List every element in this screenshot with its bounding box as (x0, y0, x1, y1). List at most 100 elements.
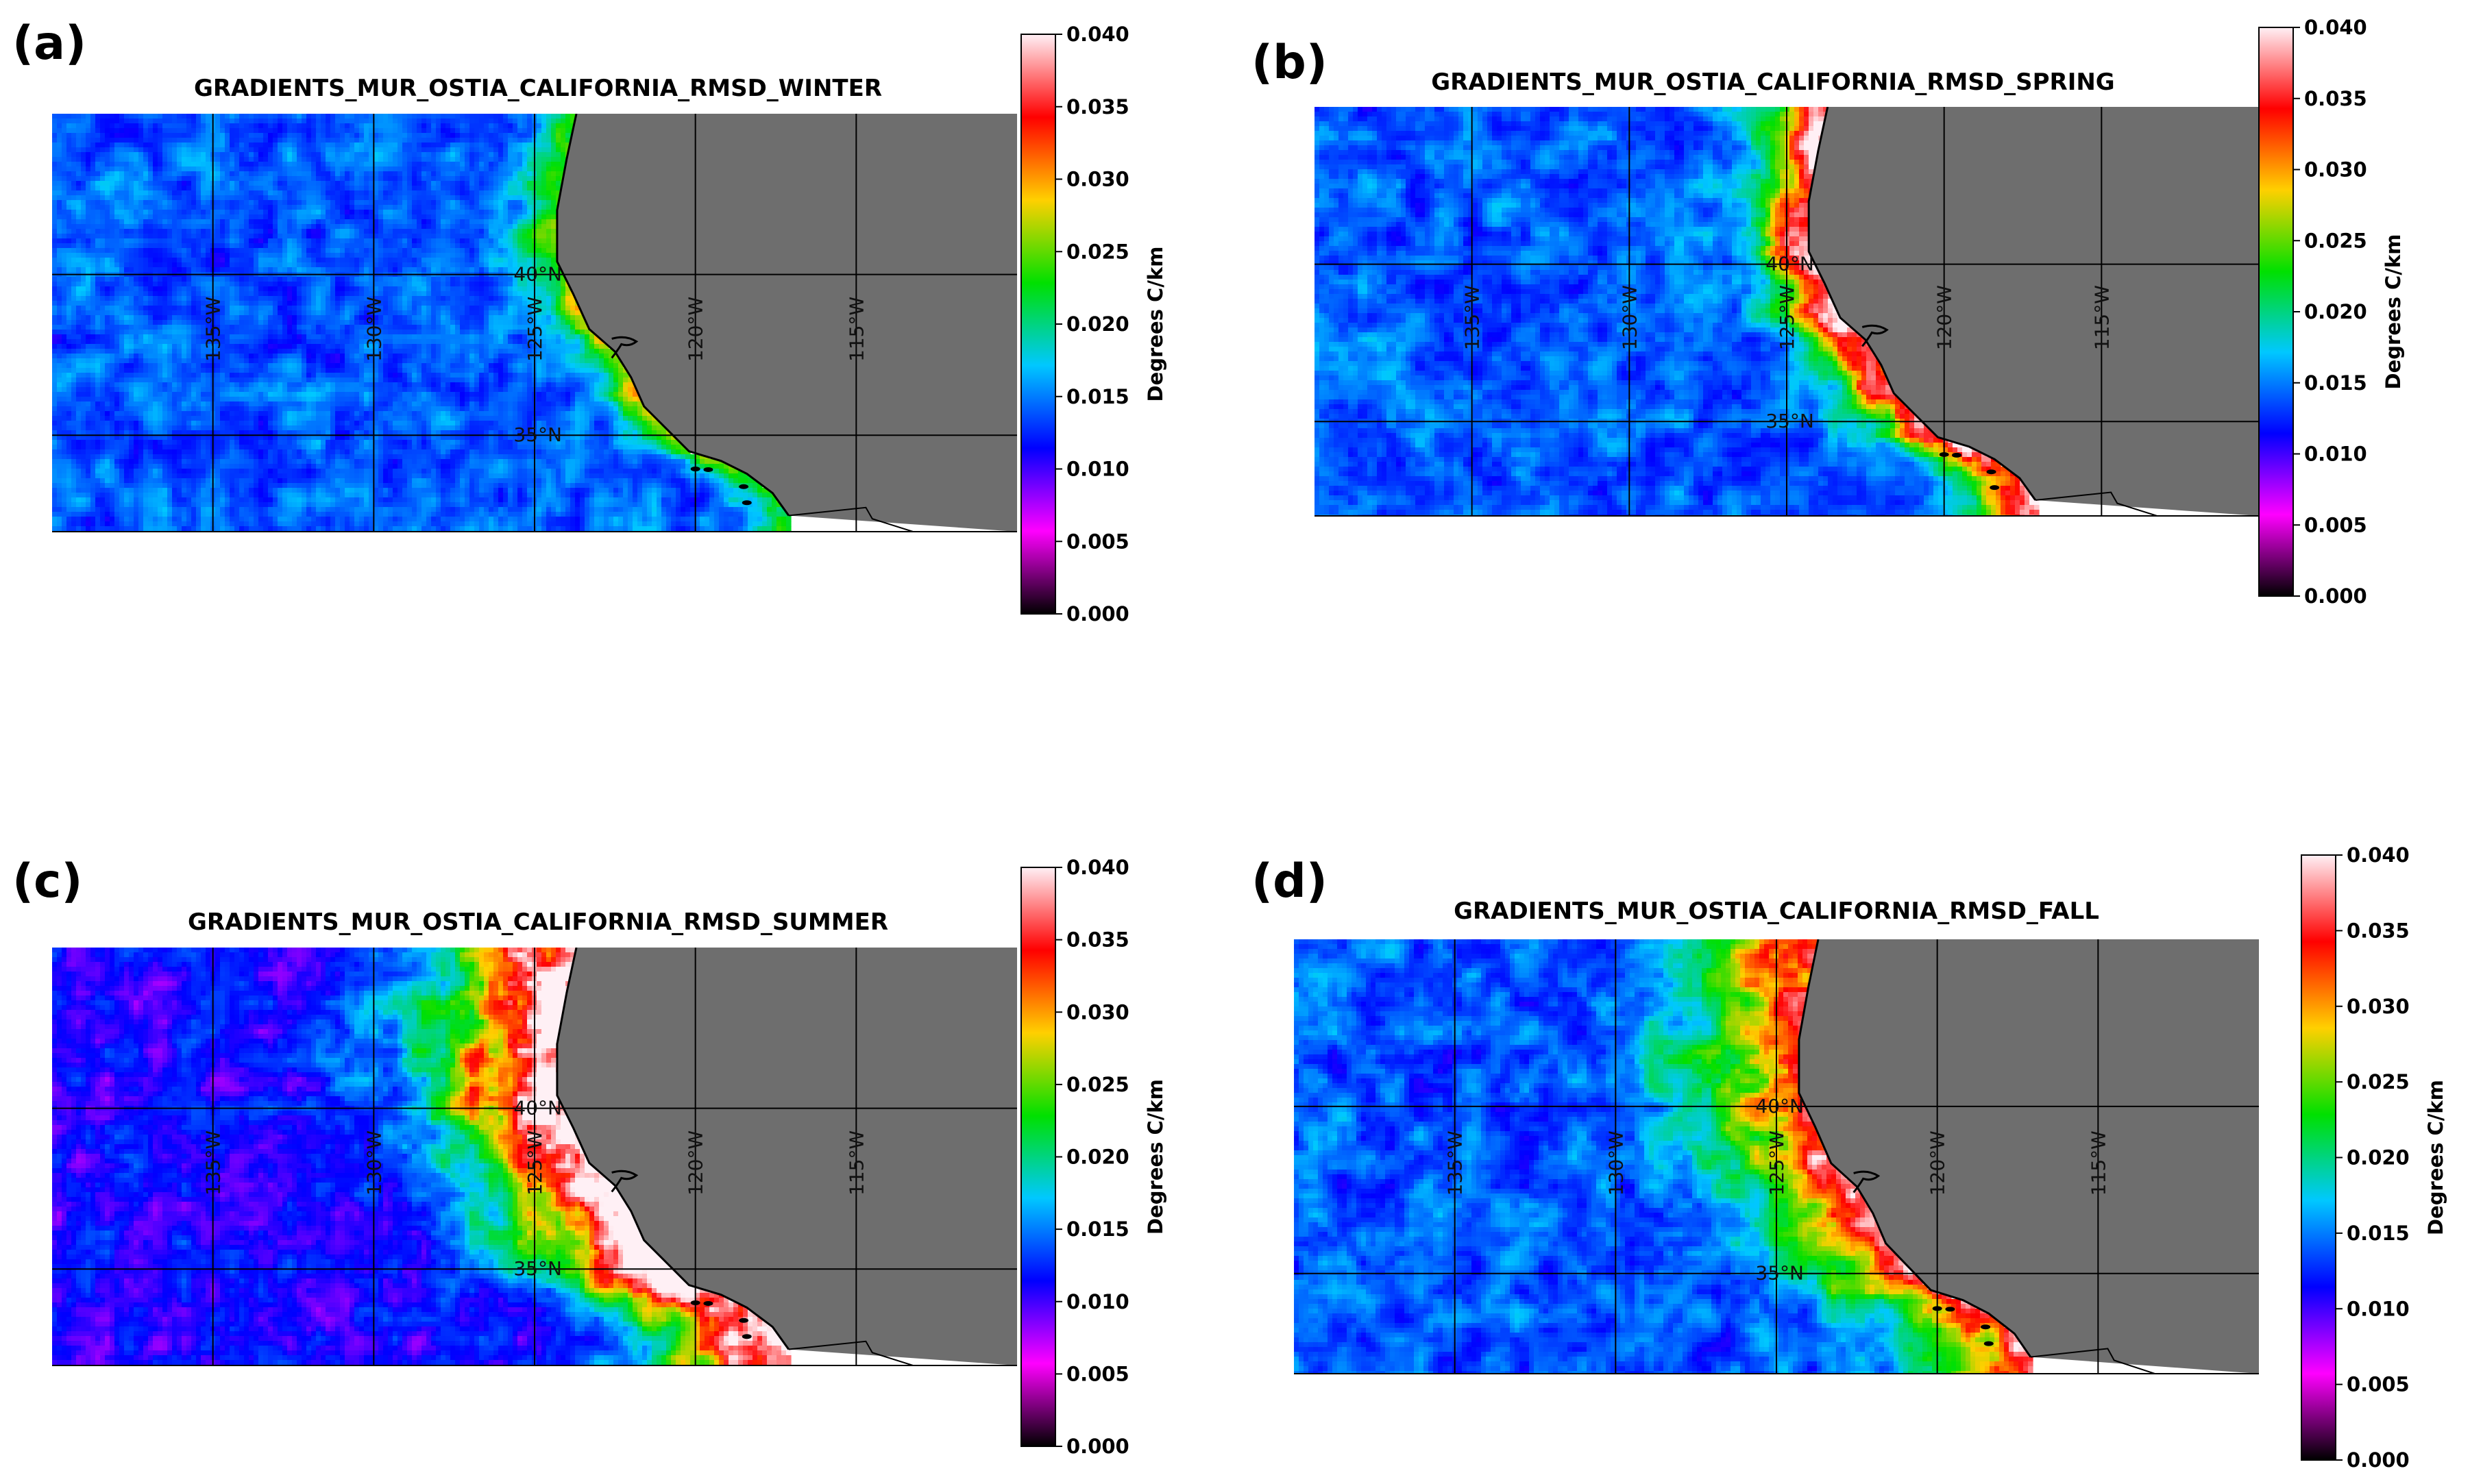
panel-spring: (b) GRADIENTS_MUR_OSTIA_CALIFORNIA_RMSD_… (1235, 0, 2470, 742)
panel-title: GRADIENTS_MUR_OSTIA_CALIFORNIA_RMSD_FALL (1297, 900, 2256, 923)
lon-label: 130°W (1604, 1130, 1627, 1196)
colorbar-tick-label: 0.025 (1066, 1073, 1129, 1096)
island (739, 1318, 749, 1323)
panel-letter: (c) (12, 858, 82, 905)
lon-label: 115°W (845, 1130, 868, 1196)
san-francisco-bay (1852, 1170, 1881, 1194)
country-border (2035, 491, 2160, 516)
map-plot: 135°W 130°W 125°W 120°W 115°W 40°N 35°N 0.000 0.… (1294, 843, 2447, 1472)
land-mass (1798, 939, 2259, 1374)
colorbar (1020, 34, 1056, 615)
colorbar-tick-label: 0.010 (2304, 443, 2367, 466)
colorbar-label: Degrees C/km (1144, 1079, 1167, 1235)
colorbar-tick-label: 0.025 (2304, 229, 2367, 252)
panel-letter: (a) (12, 21, 86, 67)
island (1945, 1307, 1955, 1312)
island (742, 500, 752, 506)
panel-letter: (d) (1251, 858, 1328, 905)
island (1952, 452, 1962, 458)
lat-label: 40°N (513, 1097, 562, 1120)
lat-label: 40°N (1755, 1095, 1804, 1117)
panel-title: GRADIENTS_MUR_OSTIA_CALIFORNIA_RMSD_SPRI… (1290, 71, 2256, 94)
panel-title: GRADIENTS_MUR_OSTIA_CALIFORNIA_RMSD_SUMM… (48, 911, 1028, 934)
colorbar-tick-label: 0.040 (1066, 23, 1129, 46)
colorbar (2258, 27, 2294, 597)
map-plot: 135°W 130°W 125°W 120°W 115°W 40°N 35°N 0.000 0.… (52, 856, 1167, 1458)
colorbar-tick-label: 0.030 (2347, 995, 2410, 1018)
lon-label: 115°W (2087, 1130, 2110, 1196)
colorbar-tick-label: 0.000 (1066, 1435, 1129, 1458)
lon-label: 130°W (363, 297, 385, 362)
colorbar-tick-label: 0.025 (1066, 240, 1129, 263)
lon-label: 120°W (685, 1130, 707, 1196)
lon-label: 120°W (685, 297, 707, 362)
land-mass (557, 114, 1017, 532)
colorbar-tick-label: 0.040 (2347, 843, 2410, 867)
colorbar-tick-label: 0.000 (2304, 584, 2367, 608)
colorbar-tick-label: 0.035 (2347, 919, 2410, 942)
lon-label: 125°W (524, 297, 546, 362)
colorbar-tick-label: 0.020 (2304, 300, 2367, 323)
map-plot: 135°W 130°W 125°W 120°W 115°W 40°N 35°N 0.000 0.… (52, 23, 1167, 626)
lat-label: 40°N (1765, 253, 1814, 275)
lon-label: 135°W (202, 297, 225, 362)
panel-letter: (b) (1251, 40, 1328, 86)
san-francisco-bay (611, 336, 639, 359)
colorbar-tick-label: 0.015 (1066, 1217, 1129, 1241)
lon-label: 130°W (1618, 285, 1641, 350)
coastline (1807, 107, 2037, 501)
colorbar-tick-label: 0.010 (1066, 1290, 1129, 1313)
colorbar-tick-label: 0.000 (2347, 1448, 2410, 1472)
lat-label: 35°N (1765, 410, 1814, 432)
land-mass (1809, 107, 2259, 516)
colorbar-tick-label: 0.015 (2304, 371, 2367, 395)
colorbar-tick-label: 0.005 (1066, 530, 1129, 553)
colorbar (1020, 867, 1056, 1447)
lon-label: 120°W (1933, 285, 1956, 350)
lon-label: 125°W (524, 1130, 546, 1196)
san-francisco-bay (1861, 324, 1889, 347)
island (1981, 1324, 1991, 1330)
colorbar-tick-label: 0.000 (1066, 602, 1129, 626)
country-border (2030, 1348, 2157, 1374)
panel-winter: (a) GRADIENTS_MUR_OSTIA_CALIFORNIA_RMSD_… (0, 0, 1235, 742)
colorbar-tick-label: 0.035 (2304, 87, 2367, 110)
colorbar-tick-label: 0.020 (1066, 1146, 1129, 1169)
colorbar-tick-label: 0.005 (1066, 1362, 1129, 1385)
country-border (788, 1340, 916, 1365)
lon-label: 135°W (202, 1130, 225, 1196)
map-plot: 135°W 130°W 125°W 120°W 115°W 40°N 35°N 0.000 0.… (1315, 16, 2405, 608)
lon-label: 115°W (2090, 285, 2113, 350)
colorbar-tick-label: 0.035 (1066, 928, 1129, 952)
colorbar (2301, 854, 2336, 1461)
colorbar-tick-label: 0.040 (2304, 16, 2367, 39)
island (703, 467, 713, 472)
lon-label: 120°W (1927, 1130, 1949, 1196)
panel-title: GRADIENTS_MUR_OSTIA_CALIFORNIA_RMSD_WINT… (55, 77, 1021, 100)
lon-label: 135°W (1444, 1130, 1467, 1196)
lat-label: 35°N (1755, 1262, 1804, 1285)
panel-summer: (c) GRADIENTS_MUR_OSTIA_CALIFORNIA_RMSD_… (0, 742, 1235, 1484)
colorbar-tick-label: 0.040 (1066, 856, 1129, 879)
colorbar-tick-label: 0.030 (2304, 158, 2367, 182)
colorbar-tick-label: 0.025 (2347, 1070, 2410, 1093)
panel-fall: (d) GRADIENTS_MUR_OSTIA_CALIFORNIA_RMSD_… (1235, 742, 2470, 1484)
colorbar-label: Degrees C/km (2382, 234, 2405, 390)
gradient-field (52, 948, 1017, 1365)
lat-label: 35°N (513, 1257, 562, 1280)
colorbar-tick-label: 0.015 (2347, 1222, 2410, 1245)
colorbar-tick-label: 0.005 (2347, 1373, 2410, 1396)
lon-label: 130°W (363, 1130, 385, 1196)
coastline (556, 114, 790, 517)
island (739, 484, 749, 489)
lat-label: 40°N (513, 263, 562, 286)
colorbar-tick-label: 0.020 (2347, 1146, 2410, 1170)
colorbar-tick-label: 0.005 (2304, 513, 2367, 536)
island (1990, 485, 2000, 491)
colorbar-label: Degrees C/km (1144, 247, 1167, 402)
lon-label: 125°W (1765, 1130, 1788, 1196)
colorbar-tick-label: 0.015 (1066, 385, 1129, 408)
colorbar-tick-label: 0.030 (1066, 1000, 1129, 1024)
colorbar-tick-label: 0.010 (1066, 458, 1129, 481)
lat-label: 35°N (513, 423, 562, 446)
